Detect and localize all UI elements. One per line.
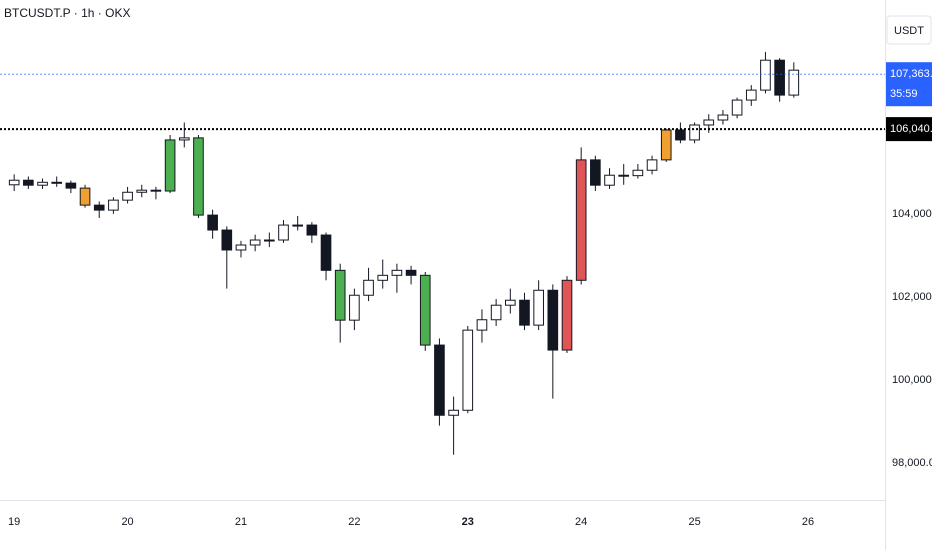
candle-body [476,319,488,331]
candle-body [79,187,91,206]
candle-body [604,174,615,186]
candle-body [448,409,459,416]
candle-body [235,244,247,251]
x-tick-label: 21 [235,516,247,528]
candle-body [278,224,289,241]
y-tick-label: 100,000.0 [892,374,932,386]
currency-button[interactable] [886,15,932,45]
y-tick-label: 104,000.0 [892,208,932,220]
candle-body [65,182,77,189]
candle-body [178,137,190,141]
candle-body [462,329,474,411]
candle-body [774,59,785,96]
x-tick-label: 19 [8,516,20,528]
y-tick-label: 102,000.0 [892,291,932,303]
candle-body [632,169,644,177]
candle-body [675,129,686,141]
candle-body [264,239,275,242]
candle-body [136,189,148,193]
price-label: 107,363.0 [890,68,932,80]
candle-body [207,214,218,231]
candle-body [349,294,360,321]
x-tick-label: 22 [348,516,360,528]
candle-body [519,299,530,326]
y-tick-label: 98,000.0 [892,457,932,469]
candle-body [575,159,587,281]
chart-title: BTCUSDT.P · 1h · OKX [4,6,130,20]
candle-body [334,269,346,321]
price-label-box [886,117,932,142]
candle-body [391,269,403,276]
candle-body [306,224,318,236]
candle-body [23,179,34,186]
candle-body [249,239,261,246]
candle-body [561,279,573,351]
candle-body [37,181,48,186]
candle-body [320,234,332,271]
candle-body [533,289,544,326]
candle-body [164,139,176,192]
x-tick-label: 20 [121,516,133,528]
candle-body [731,99,743,116]
candle-body [788,69,800,96]
candle-body [745,89,757,101]
x-tick-label: 25 [688,516,700,528]
x-tick-label: 24 [575,516,587,528]
x-tick-label: 26 [802,516,814,528]
candle-body [150,189,162,192]
candle-body [419,274,431,346]
candle-body [108,199,119,211]
candle-body [122,191,133,201]
candle-body [221,229,233,251]
countdown-label: 35:59 [890,88,918,100]
currency-label[interactable]: USDT [894,25,924,37]
candle-body [434,344,445,416]
candle-body [590,159,601,186]
price-label: 106,040.5 [890,123,932,135]
candle-body [93,204,105,211]
candle-body [504,299,516,306]
candle-body [760,59,771,91]
candle-body [51,181,63,184]
candle-body [703,119,715,126]
candle-body [689,124,700,141]
candle-body [363,279,374,296]
candle-body [490,304,502,321]
candle-body [646,159,658,171]
candle-body [717,114,729,121]
candle-body [405,269,417,276]
candle-body [660,129,672,161]
candle-body [618,174,630,177]
candle-body [377,274,389,281]
candle-body [193,137,204,216]
price-label-box [886,62,932,107]
x-tick-label: 23 [462,516,474,528]
candle-body [292,224,303,227]
candle-body [547,289,559,351]
candle-body [8,179,20,186]
